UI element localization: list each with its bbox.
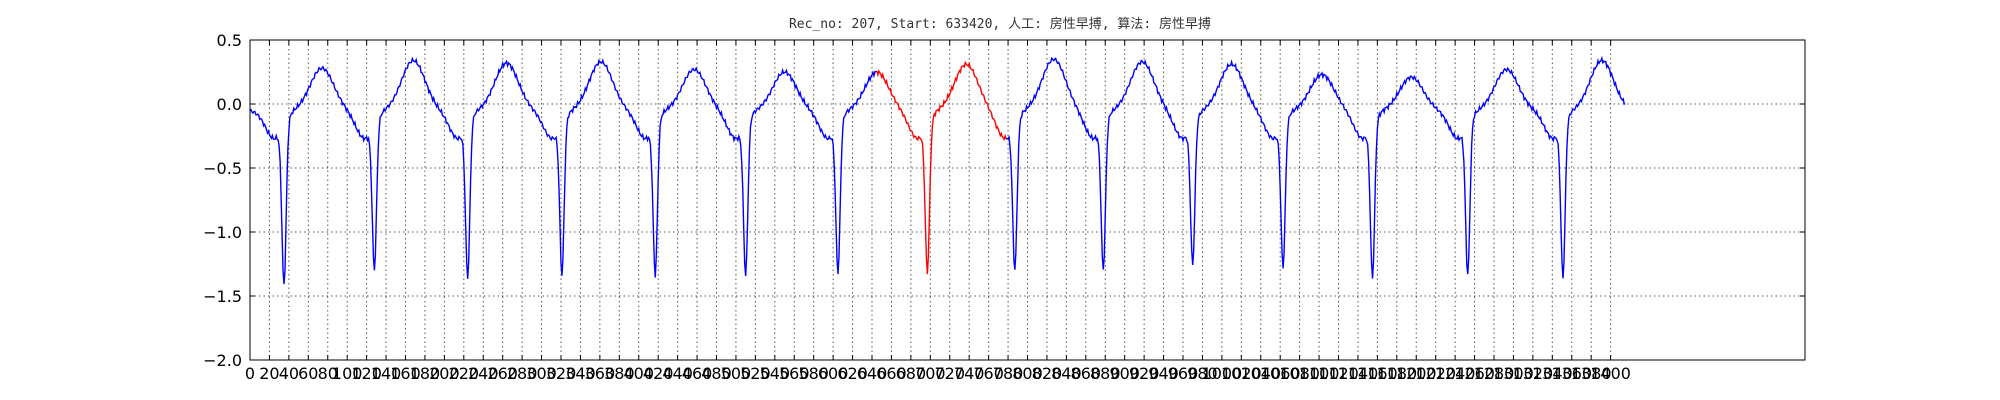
- x-tick-label: 1260: [1454, 364, 1495, 383]
- x-tick-label: 740: [954, 364, 985, 383]
- x-tick-label: 520: [740, 364, 771, 383]
- x-tick-label: 180: [410, 364, 441, 383]
- x-tick-label: 900: [1109, 364, 1140, 383]
- x-tick-label: 220: [449, 364, 480, 383]
- x-tick-label: 860: [1071, 364, 1102, 383]
- x-tick-label: 400: [623, 364, 654, 383]
- x-tick-label: 1280: [1474, 364, 1515, 383]
- x-tick-label: 420: [643, 364, 674, 383]
- x-tick-label: 340: [565, 364, 596, 383]
- x-tick-label: 1360: [1551, 364, 1592, 383]
- x-tick-label: 120: [351, 364, 382, 383]
- x-tick-label: 1040: [1240, 364, 1281, 383]
- series-line-normal: [249, 56, 878, 285]
- x-tick-label: 1220: [1415, 364, 1456, 383]
- x-tick-label: 720: [934, 364, 965, 383]
- x-tick-label: 480: [701, 364, 732, 383]
- x-tick-label: 380: [604, 364, 635, 383]
- x-tick-label: 300: [526, 364, 557, 383]
- x-tick-label: 800: [1012, 364, 1043, 383]
- x-tick-label: 820: [1032, 364, 1063, 383]
- x-tick-label: 80: [318, 364, 338, 383]
- x-tick-label: 540: [760, 364, 791, 383]
- x-tick-label: 1180: [1376, 364, 1417, 383]
- x-tick-label: 580: [798, 364, 829, 383]
- x-tick-label: 60: [298, 364, 318, 383]
- x-tick-label: 840: [1051, 364, 1082, 383]
- series-line-normal: [1005, 55, 1626, 279]
- x-tick-label: 1020: [1221, 364, 1262, 383]
- y-tick-label: −1.5: [203, 287, 242, 306]
- x-tick-label: 1200: [1396, 364, 1437, 383]
- x-tick-label: 680: [896, 364, 927, 383]
- x-tick-label: 460: [682, 364, 713, 383]
- y-tick-label: 0.5: [217, 31, 242, 50]
- x-tick-label: 700: [915, 364, 946, 383]
- x-tick-label: 880: [1090, 364, 1121, 383]
- x-tick-label: 600: [818, 364, 849, 383]
- x-tick-label: 940: [1148, 364, 1179, 383]
- x-tick-label: 240: [468, 364, 499, 383]
- x-tick-label: 1320: [1513, 364, 1554, 383]
- series-line-highlighted: [876, 60, 1007, 275]
- axis-ticks: 0.50.0−0.5−1.0−1.5−2.00 20 40 60 80100120140…: [203, 31, 1805, 383]
- x-tick-label: 1140: [1338, 364, 1379, 383]
- x-tick-label: 1380: [1571, 364, 1612, 383]
- x-tick-label: 440: [662, 364, 693, 383]
- x-tick-label: 260: [487, 364, 518, 383]
- x-tick-label: 40: [279, 364, 299, 383]
- x-tick-label: 100: [332, 364, 363, 383]
- chart-title: Rec_no: 207, Start: 633420, 人工: 房性早搏, 算法…: [789, 16, 1211, 32]
- x-tick-label: 1340: [1532, 364, 1573, 383]
- x-tick-label: 660: [876, 364, 907, 383]
- x-tick-label: 280: [507, 364, 538, 383]
- x-tick-label: 1080: [1279, 364, 1320, 383]
- x-tick-label: 320: [546, 364, 577, 383]
- x-tick-label: 20: [259, 364, 279, 383]
- x-tick-label: 560: [779, 364, 810, 383]
- x-tick-label: 200: [429, 364, 460, 383]
- x-tick-label: 1400: [1590, 364, 1631, 383]
- x-tick-label: 1000: [1202, 364, 1243, 383]
- x-tick-label: 1120: [1318, 364, 1359, 383]
- y-tick-label: −0.5: [203, 159, 242, 178]
- y-tick-label: −2.0: [203, 351, 242, 370]
- grid: [249, 39, 1805, 361]
- y-tick-label: 0.0: [217, 95, 242, 114]
- x-tick-label: 920: [1129, 364, 1160, 383]
- x-tick-label: 1160: [1357, 364, 1398, 383]
- x-tick-label: 0: [245, 364, 255, 383]
- x-tick-label: 1240: [1435, 364, 1476, 383]
- x-tick-label: 160: [390, 364, 421, 383]
- x-tick-label: 980: [1187, 364, 1218, 383]
- axes-frame: [249, 39, 1806, 361]
- ecg-series: [249, 55, 1626, 285]
- y-tick-label: −1.0: [203, 223, 242, 242]
- x-tick-label: 140: [371, 364, 402, 383]
- x-tick-label: 780: [993, 364, 1024, 383]
- x-tick-label: 1060: [1260, 364, 1301, 383]
- x-tick-label: 360: [585, 364, 616, 383]
- x-tick-label: 960: [1168, 364, 1199, 383]
- x-tick-label: 640: [857, 364, 888, 383]
- x-tick-label: 1300: [1493, 364, 1534, 383]
- x-tick-label: 620: [837, 364, 868, 383]
- x-tick-label: 760: [973, 364, 1004, 383]
- x-tick-label: 1100: [1299, 364, 1340, 383]
- x-tick-label: 500: [721, 364, 752, 383]
